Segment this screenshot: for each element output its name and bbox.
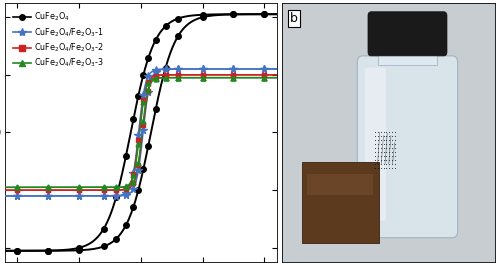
FancyBboxPatch shape [302,162,378,243]
Legend: CuFe$_2$O$_4$, CuFe$_2$O$_4$/Fe$_2$O$_3$-1, CuFe$_2$O$_4$/Fe$_2$O$_3$-2, CuFe$_2: CuFe$_2$O$_4$, CuFe$_2$O$_4$/Fe$_2$O$_3$… [12,9,106,71]
FancyBboxPatch shape [368,12,447,56]
FancyBboxPatch shape [358,56,458,238]
Bar [378,49,438,65]
Text: b: b [290,12,298,25]
FancyBboxPatch shape [365,68,386,221]
Bar [307,174,374,195]
